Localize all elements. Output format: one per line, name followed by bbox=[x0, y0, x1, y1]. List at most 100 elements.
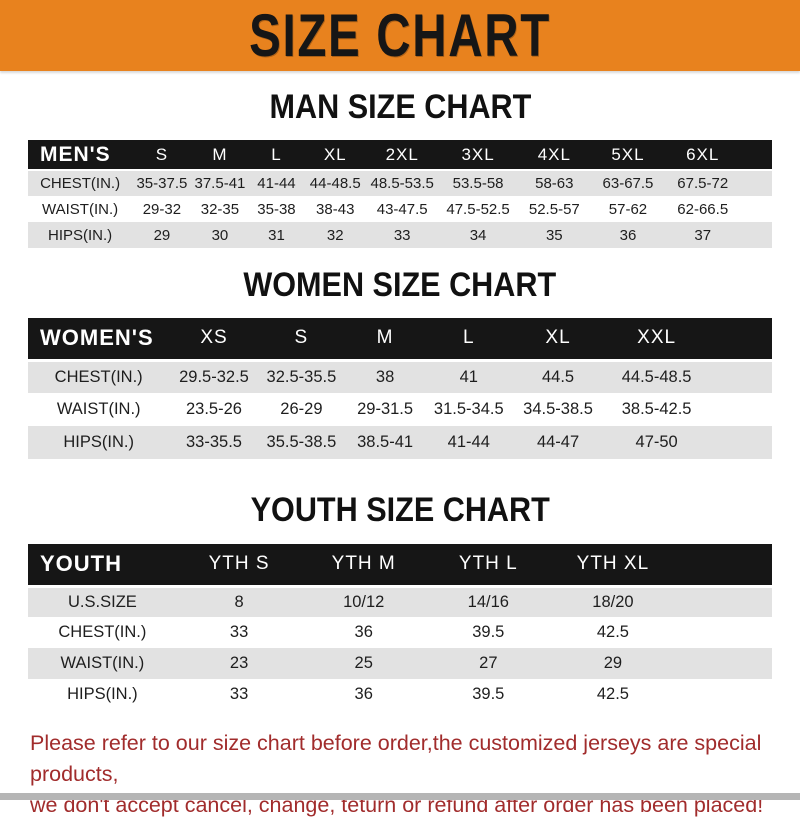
size-cell: 36 bbox=[354, 623, 373, 641]
spacer-cell bbox=[709, 360, 772, 393]
size-cell: 38.5-41 bbox=[357, 433, 414, 451]
row-label: HIPS(IN.) bbox=[63, 433, 134, 451]
size-cell: 57-62 bbox=[608, 200, 648, 218]
size-cell: 30 bbox=[211, 226, 229, 244]
women-section-title: WOMEN SIZE CHART bbox=[0, 266, 800, 304]
size-cell: 29.5-32.5 bbox=[179, 367, 249, 386]
size-cell: 23.5-26 bbox=[186, 400, 242, 418]
size-cell: 23 bbox=[229, 654, 249, 672]
size-cell: 33-35.5 bbox=[186, 433, 242, 451]
table-row: HIPS(IN.) 33-35.5 35.5-38.5 38.5-41 41-4… bbox=[28, 426, 772, 459]
size-cell: 48.5-53.5 bbox=[370, 175, 434, 192]
size-cell: 44-47 bbox=[536, 433, 580, 451]
size-cell: 42.5 bbox=[596, 623, 629, 641]
size-cell: 37.5-41 bbox=[194, 175, 246, 192]
spacer-cell bbox=[709, 318, 772, 360]
spacer-cell bbox=[741, 222, 772, 248]
size-cell: 32-35 bbox=[200, 200, 240, 218]
size-cell: 33 bbox=[229, 685, 249, 703]
size-cell: 39.5 bbox=[472, 685, 505, 703]
size-cell: 29-32 bbox=[142, 200, 182, 218]
size-cell: 8 bbox=[234, 592, 244, 611]
spacer-cell bbox=[675, 544, 772, 586]
size-cell: 36 bbox=[354, 685, 373, 703]
size-cell: 29 bbox=[603, 654, 623, 672]
table-row: WAIST(IN.) 29-32 32-35 35-38 38-43 43-47… bbox=[28, 196, 772, 222]
size-cell: 44.5 bbox=[541, 367, 575, 386]
spacer-cell bbox=[741, 140, 772, 170]
size-cell: 67.5-72 bbox=[677, 175, 729, 192]
table-row: CHEST(IN.) 35-37.5 37.5-41 41-44 44-48.5… bbox=[28, 170, 772, 196]
size-cell: 35-38 bbox=[257, 200, 296, 218]
banner-title: SIZE CHART bbox=[249, 1, 551, 70]
size-header-cell: 3XL bbox=[461, 144, 495, 164]
size-cell: 18/20 bbox=[592, 592, 634, 611]
size-header-cell: XL bbox=[323, 144, 347, 164]
size-cell: 44-48.5 bbox=[309, 175, 361, 192]
size-cell: 41-44 bbox=[257, 175, 296, 192]
men-header-label: MEN'S bbox=[40, 142, 111, 166]
row-label: WAIST(IN.) bbox=[56, 400, 141, 418]
size-cell: 33 bbox=[229, 623, 249, 641]
youth-size-table: YOUTH YTH S YTH M YTH L YTH XL U.S.SIZE … bbox=[28, 544, 772, 710]
size-cell: 38-43 bbox=[316, 200, 355, 218]
size-cell: 26-29 bbox=[280, 400, 323, 418]
size-cell: 35 bbox=[545, 226, 563, 244]
spacer-cell bbox=[709, 393, 772, 426]
size-header-cell: YTH L bbox=[458, 553, 518, 575]
row-label: WAIST(IN.) bbox=[42, 200, 119, 218]
size-cell: 29 bbox=[153, 226, 171, 244]
size-header-cell: M bbox=[212, 144, 228, 164]
size-cell: 27 bbox=[479, 654, 498, 672]
size-header-cell: 2XL bbox=[385, 144, 419, 164]
size-header-cell: XL bbox=[545, 327, 571, 349]
table-row: CHEST(IN.) 29.5-32.5 32.5-35.5 38 41 44.… bbox=[28, 360, 772, 393]
size-header-cell: L bbox=[271, 144, 282, 164]
size-header-cell: XXL bbox=[637, 327, 677, 349]
youth-section-title-text: YOUTH SIZE CHART bbox=[250, 491, 550, 529]
size-cell: 32.5-35.5 bbox=[266, 367, 337, 386]
size-header-cell: L bbox=[462, 327, 475, 349]
size-cell: 43-47.5 bbox=[376, 200, 428, 218]
spacer-cell bbox=[675, 679, 772, 710]
size-cell: 35-37.5 bbox=[136, 175, 188, 192]
men-header-row: MEN'S S M L XL 2XL 3XL 4XL 5XL 6XL bbox=[28, 140, 772, 170]
men-section-title: MAN SIZE CHART bbox=[0, 88, 800, 126]
size-cell: 53.5-58 bbox=[452, 175, 504, 192]
size-cell: 47.5-52.5 bbox=[446, 200, 510, 218]
size-cell: 29-31.5 bbox=[357, 400, 414, 418]
size-header-cell: YTH XL bbox=[576, 553, 650, 575]
women-header-label: WOMEN'S bbox=[40, 325, 154, 351]
size-cell: 42.5 bbox=[596, 685, 629, 703]
photo-edge-strip bbox=[0, 793, 800, 800]
size-header-cell: YTH S bbox=[208, 553, 270, 575]
row-label: CHEST(IN.) bbox=[54, 367, 143, 386]
order-note: Please refer to our size chart before or… bbox=[0, 728, 800, 821]
row-label: WAIST(IN.) bbox=[60, 654, 145, 672]
size-cell: 52.5-57 bbox=[528, 200, 580, 218]
size-header-cell: 6XL bbox=[686, 144, 720, 164]
order-note-line1: Please refer to our size chart before or… bbox=[30, 731, 762, 786]
size-cell: 44.5-48.5 bbox=[621, 367, 692, 386]
youth-section-title: YOUTH SIZE CHART bbox=[0, 491, 800, 529]
women-header-row: WOMEN'S XS S M L XL XXL bbox=[28, 318, 772, 360]
size-header-cell: 5XL bbox=[611, 144, 645, 164]
women-size-table: WOMEN'S XS S M L XL XXL CHEST(IN.) 29.5-… bbox=[28, 318, 772, 459]
spacer-cell bbox=[675, 586, 772, 617]
size-cell: 35.5-38.5 bbox=[266, 433, 337, 451]
table-row: U.S.SIZE 8 10/12 14/16 18/20 bbox=[28, 586, 772, 617]
spacer-cell bbox=[675, 617, 772, 648]
youth-header-row: YOUTH YTH S YTH M YTH L YTH XL bbox=[28, 544, 772, 586]
size-header-cell: S bbox=[294, 327, 309, 349]
size-cell: 41 bbox=[459, 367, 478, 386]
table-row: WAIST(IN.) 23.5-26 26-29 29-31.5 31.5-34… bbox=[28, 393, 772, 426]
size-header-cell: XS bbox=[200, 327, 228, 349]
men-size-table: MEN'S S M L XL 2XL 3XL 4XL 5XL 6XL CHEST… bbox=[28, 140, 772, 248]
row-label: CHEST(IN.) bbox=[40, 175, 121, 192]
size-cell: 37 bbox=[694, 226, 712, 244]
size-cell: 31 bbox=[268, 226, 285, 244]
size-cell: 41-44 bbox=[447, 433, 490, 451]
spacer-cell bbox=[741, 170, 772, 196]
youth-header-label: YOUTH bbox=[40, 551, 122, 577]
size-header-cell: S bbox=[155, 144, 169, 164]
